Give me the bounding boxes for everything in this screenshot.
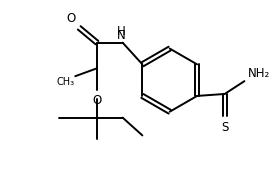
Text: CH₃: CH₃: [56, 77, 74, 87]
Text: O: O: [66, 12, 75, 25]
Text: NH₂: NH₂: [247, 67, 270, 80]
Text: N: N: [117, 29, 126, 42]
Text: S: S: [221, 121, 229, 134]
Text: O: O: [92, 94, 102, 107]
Text: H: H: [117, 25, 126, 38]
